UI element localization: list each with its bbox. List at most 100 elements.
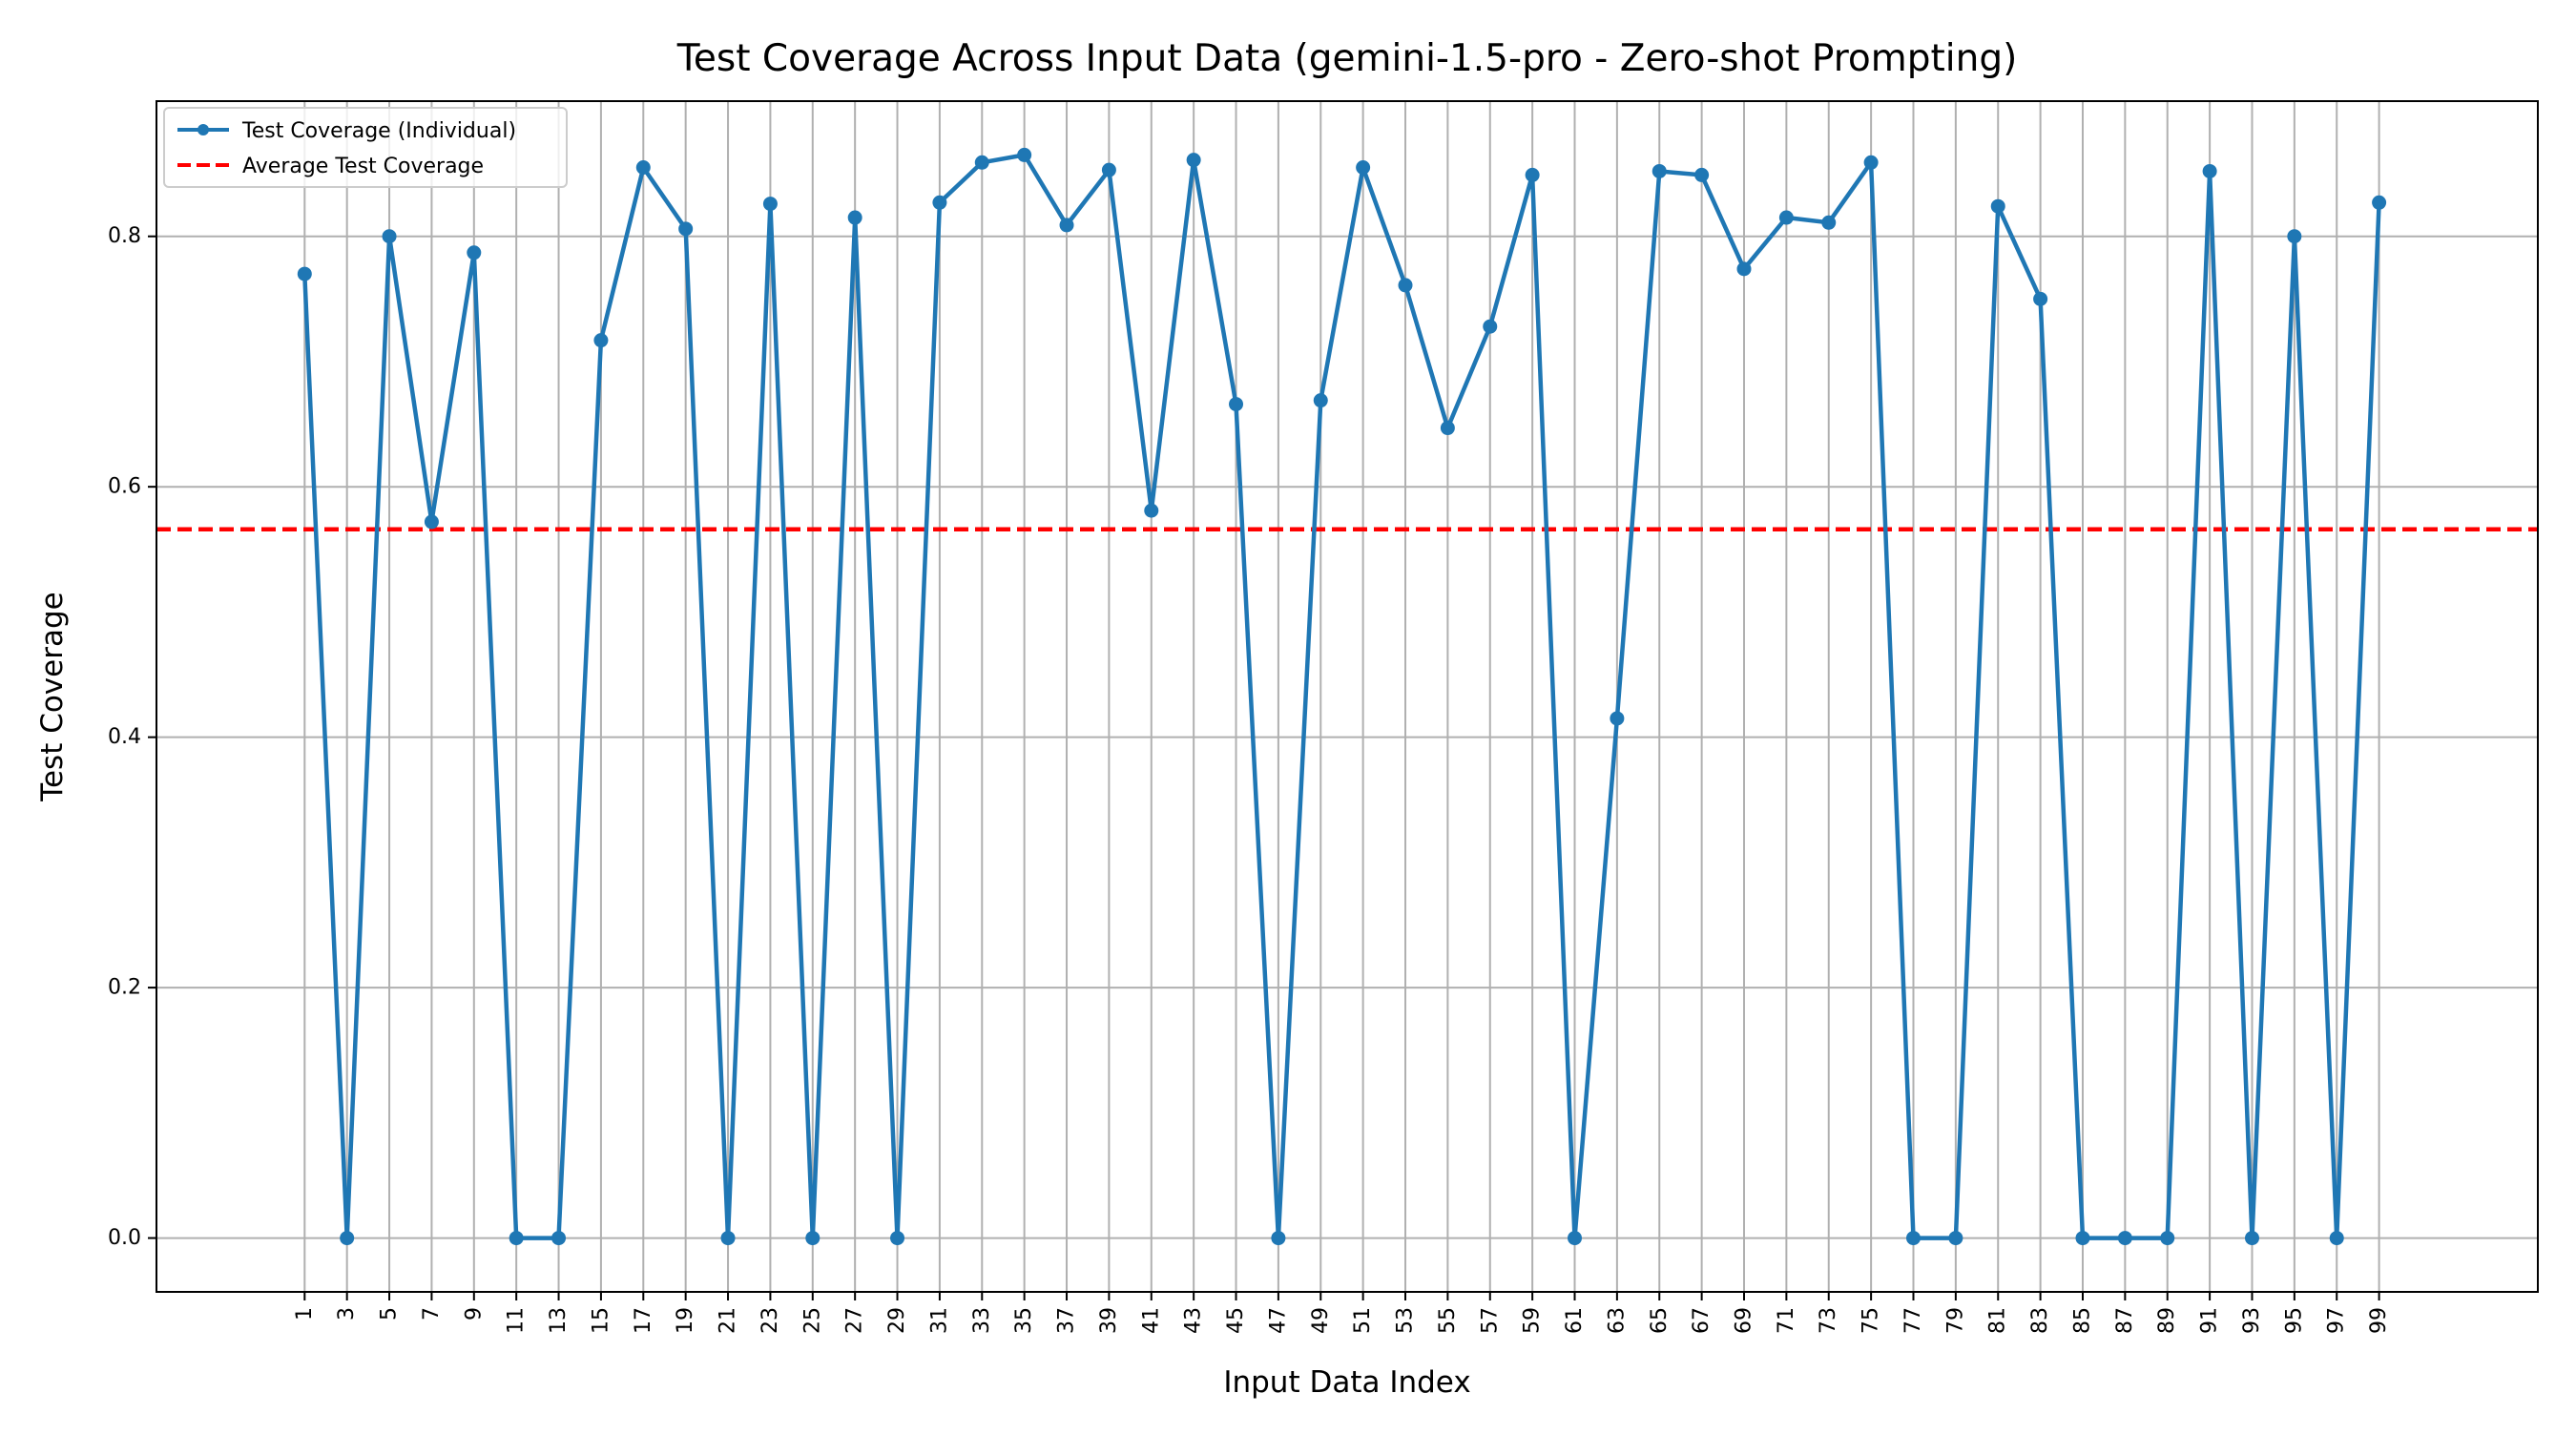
x-tick-label: 53 — [1394, 1307, 1418, 1334]
data-point — [2202, 163, 2217, 178]
x-tick-label: 57 — [1478, 1307, 1502, 1334]
data-point — [1821, 215, 1837, 230]
data-point — [1059, 218, 1074, 233]
data-point — [1736, 261, 1752, 277]
data-point — [1610, 711, 1625, 726]
data-point — [678, 221, 694, 237]
legend-label-individual: Test Coverage (Individual) — [241, 119, 516, 143]
data-point — [424, 514, 439, 530]
data-point — [1017, 147, 1032, 162]
data-point — [1863, 155, 1879, 170]
x-tick-label: 25 — [800, 1307, 824, 1334]
x-axis-label: Input Data Index — [1223, 1365, 1470, 1400]
legend-box — [163, 107, 568, 188]
x-tick-label: 15 — [589, 1307, 613, 1334]
data-point — [1356, 160, 1371, 176]
data-point — [1398, 278, 1413, 293]
x-tick-label: 45 — [1224, 1307, 1248, 1334]
x-tick-label: 97 — [2325, 1307, 2349, 1334]
x-tick-label: 73 — [1817, 1307, 1840, 1334]
x-tick-label: 85 — [2070, 1307, 2094, 1334]
x-tick-label: 87 — [2113, 1307, 2137, 1334]
data-point — [974, 155, 989, 170]
x-tick-label: 49 — [1309, 1307, 1333, 1334]
data-point — [720, 1231, 736, 1246]
data-point — [1778, 210, 1794, 225]
data-point — [805, 1231, 821, 1246]
data-point — [2244, 1231, 2259, 1246]
data-point — [509, 1231, 524, 1246]
legend-marker-individual — [197, 124, 209, 135]
x-tick-label: 91 — [2198, 1307, 2222, 1334]
x-tick-label: 55 — [1436, 1307, 1460, 1334]
y-tick-label: 0.0 — [108, 1226, 141, 1250]
x-tick-label: 99 — [2367, 1307, 2391, 1334]
data-point — [847, 210, 862, 225]
x-tick-label: 77 — [1901, 1307, 1925, 1334]
x-tick-label: 21 — [717, 1307, 740, 1334]
plot-area-frame — [156, 100, 2539, 1293]
x-tick-label: 7 — [420, 1307, 444, 1321]
y-axis-ticks: 0.0 0.2 0.4 0.6 0.8 — [108, 224, 156, 1250]
data-point — [1568, 1231, 1583, 1246]
data-point — [1990, 198, 2005, 214]
x-tick-label: 51 — [1351, 1307, 1375, 1334]
x-tick-label: 13 — [547, 1307, 571, 1334]
data-point — [1694, 167, 1710, 182]
data-point — [1948, 1231, 1963, 1246]
x-tick-label: 41 — [1139, 1307, 1163, 1334]
data-point — [1144, 503, 1159, 518]
x-tick-label: 75 — [1859, 1307, 1883, 1334]
x-axis-ticks: 1 3 5 7 9 11 13 15 17 19 21 23 25 27 29 31 33 35 37 39 41 43 4… — [293, 1292, 2391, 1334]
data-point — [1483, 319, 1498, 334]
data-point — [297, 266, 312, 281]
x-tick-label: 33 — [970, 1307, 994, 1334]
y-tick-label: 0.4 — [108, 725, 141, 749]
x-tick-label: 89 — [2155, 1307, 2179, 1334]
series-layer — [297, 147, 2387, 1246]
data-point — [593, 333, 609, 348]
data-point — [932, 195, 947, 210]
legend: Test Coverage (Individual) Average Test … — [163, 107, 568, 188]
x-tick-label: 11 — [505, 1307, 529, 1334]
data-point — [2075, 1231, 2090, 1246]
x-tick-label: 71 — [1775, 1307, 1798, 1334]
data-point — [1229, 397, 1244, 412]
x-tick-label: 9 — [462, 1307, 486, 1321]
data-point — [551, 1231, 567, 1246]
series-line-individual — [302, 153, 2381, 1240]
data-point — [2160, 1231, 2175, 1246]
data-point — [2287, 229, 2302, 244]
data-point — [1271, 1231, 1286, 1246]
x-tick-label: 3 — [335, 1307, 359, 1321]
x-tick-label: 37 — [1055, 1307, 1079, 1334]
y-axis-label: Test Coverage — [35, 592, 70, 801]
data-point — [1101, 162, 1116, 177]
data-point — [2329, 1231, 2344, 1246]
x-tick-label: 31 — [927, 1307, 951, 1334]
x-tick-label: 79 — [1943, 1307, 1967, 1334]
data-point — [382, 229, 397, 244]
data-point — [1313, 393, 1328, 408]
x-tick-label: 65 — [1648, 1307, 1672, 1334]
data-point — [762, 197, 778, 212]
data-point — [2372, 195, 2387, 210]
legend-label-average: Average Test Coverage — [242, 155, 484, 178]
x-tick-label: 29 — [885, 1307, 909, 1334]
x-tick-label: 93 — [2240, 1307, 2264, 1334]
x-tick-label: 1 — [293, 1307, 317, 1321]
data-point — [1440, 421, 1455, 436]
x-tick-label: 19 — [674, 1307, 697, 1334]
x-tick-label: 27 — [843, 1307, 867, 1334]
data-point — [1652, 163, 1667, 178]
data-point — [467, 245, 482, 260]
data-point — [1186, 153, 1201, 168]
data-point — [1525, 167, 1540, 182]
x-tick-label: 95 — [2282, 1307, 2306, 1334]
chart-title: Test Coverage Across Input Data (gemini-… — [676, 37, 2018, 80]
x-tick-label: 63 — [1605, 1307, 1629, 1334]
x-tick-label: 43 — [1182, 1307, 1206, 1334]
x-tick-label: 5 — [378, 1307, 402, 1321]
